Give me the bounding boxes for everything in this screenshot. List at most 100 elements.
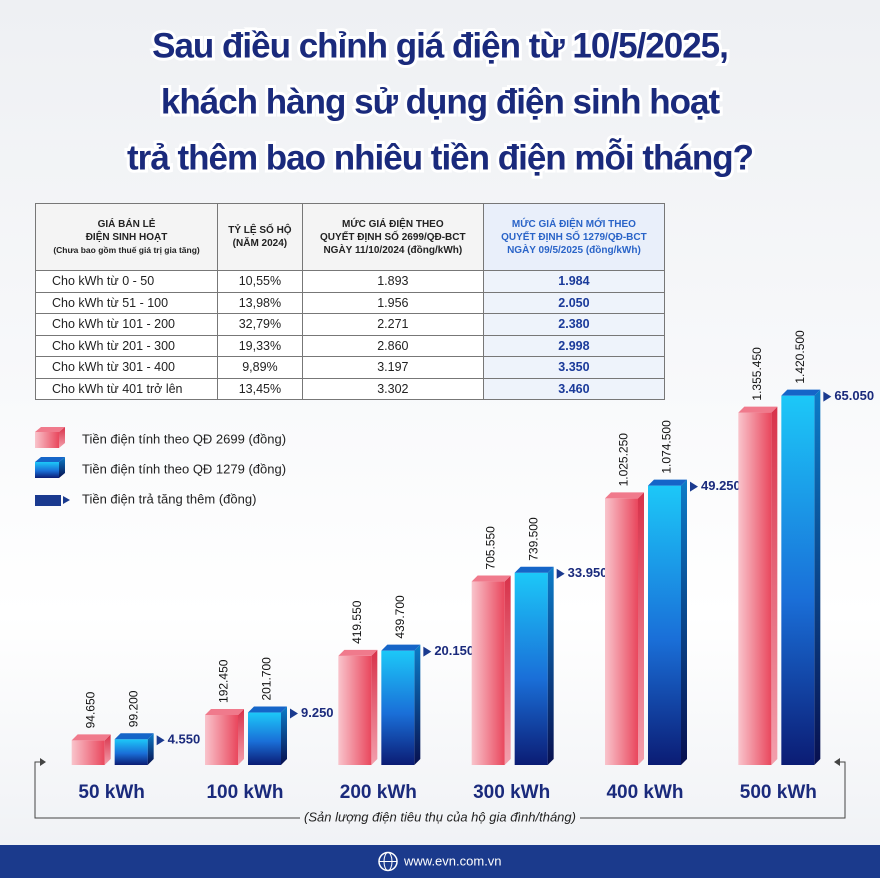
bar-top — [381, 644, 421, 651]
table-cell: 3.302 — [301, 377, 484, 400]
legend-label: Tiền điện tính theo QĐ 2699 (đồng) — [82, 431, 286, 446]
increase-label: 33.950 — [568, 565, 608, 580]
header-cell: MỨC GIÁ ĐIỆN THEO QUYẾT ĐỊNH SỐ 2699/QĐ-B… — [301, 203, 484, 271]
bar — [338, 655, 372, 765]
legend-swatch-top — [35, 427, 65, 432]
table-cell: 13,98% — [217, 291, 303, 314]
table-row: Cho kWh từ 401 trở lên 13,45% 3.302 3.460 — [34, 377, 666, 400]
increase-label: 9.250 — [301, 705, 334, 720]
bar-top — [648, 479, 687, 486]
value-label: 1.355.450 — [750, 347, 764, 401]
table-cell: Cho kWh từ 301 - 400 — [34, 356, 219, 379]
legend-swatch — [35, 495, 61, 506]
value-label: 1.025.250 — [617, 433, 631, 487]
value-label: 1.420.500 — [793, 330, 807, 384]
value-label: 1.074.500 — [660, 420, 674, 474]
bar-side — [638, 492, 644, 765]
bar-side — [371, 649, 378, 765]
bar-side — [104, 734, 111, 765]
header-line: NGÀY 11/10/2024 (đồng/kWh) — [323, 244, 463, 256]
value-label: 94.650 — [83, 691, 97, 728]
table-cell: 10,55% — [217, 270, 303, 293]
price-table: GIÁ BÁN LẺ ĐIỆN SINH HOẠT (Chưa bao gồm th… — [34, 203, 666, 400]
table-cell: 1.984 — [482, 270, 666, 293]
value-label: 99.200 — [126, 690, 140, 727]
table-cell: 2.998 — [482, 334, 666, 357]
table-cell: 13,45% — [217, 377, 303, 400]
increase-label: 20.150 — [434, 643, 474, 658]
bar-side — [281, 706, 287, 765]
x-tick-label: 300 kWh — [473, 782, 550, 803]
bar-top — [205, 708, 244, 715]
table-cell: 2.380 — [482, 313, 666, 336]
header-line: TỶ LỆ SỐ HỘ — [228, 225, 292, 236]
bar — [114, 739, 148, 765]
table-cell: Cho kWh từ 101 - 200 — [34, 313, 219, 336]
bar-top — [781, 389, 821, 396]
bar — [471, 581, 505, 765]
bar-side — [771, 406, 778, 765]
bar-side — [147, 733, 154, 765]
bar — [781, 395, 815, 765]
title-line: Sau điều chỉnh giá điện từ 10/5/2025, — [152, 26, 728, 65]
table-cell: 3.350 — [482, 356, 666, 379]
x-tick-label: 100 kWh — [206, 782, 283, 803]
header-line: ĐIỆN SINH HOẠT — [85, 231, 168, 243]
table-cell: 19,33% — [217, 334, 303, 357]
table-cell: Cho kWh từ 51 - 100 — [34, 291, 219, 314]
table-row: Cho kWh từ 101 - 200 32,79% 2.271 2.380 — [34, 313, 666, 336]
value-label: 705.550 — [483, 526, 497, 570]
table-cell: Cho kWh từ 401 trở lên — [34, 377, 219, 400]
increase-label: 49.250 — [701, 478, 741, 493]
legend-swatch — [35, 462, 59, 478]
x-tick-label: 200 kWh — [340, 782, 417, 803]
bar — [205, 714, 238, 765]
header-line: MỨC GIÁ ĐIỆN MỚI THEO — [511, 218, 636, 230]
bracket-arrow — [40, 758, 46, 766]
increase-arrow — [423, 646, 432, 657]
increase-arrow — [556, 568, 565, 579]
table-cell: Cho kWh từ 0 - 50 — [34, 270, 219, 293]
bar-top — [114, 733, 154, 740]
bar-side — [681, 479, 687, 765]
table-row: Cho kWh từ 51 - 100 13,98% 1.956 2.050 — [34, 291, 666, 314]
increase-arrow — [690, 481, 698, 492]
table-cell: 3.460 — [482, 377, 666, 400]
value-label: 201.700 — [260, 657, 274, 701]
header-row: GIÁ BÁN LẺ ĐIỆN SINH HOẠT (Chưa bao gồm th… — [34, 203, 666, 271]
increase-arrow — [290, 708, 298, 719]
table-cell: 32,79% — [217, 313, 303, 336]
bar — [738, 412, 772, 765]
title-line: trả thêm bao nhiêu tiền điện mỗi tháng? — [127, 137, 753, 177]
header-line: MỨC GIÁ ĐIỆN THEO — [342, 218, 444, 230]
header-line: (Chưa bao gồm thuế giá trị gia tăng) — [53, 244, 200, 255]
table-cell: 1.956 — [301, 291, 484, 314]
table-cell: Cho kWh từ 201 - 300 — [34, 334, 219, 357]
legend-label: Tiền điện trả tăng thêm (đồng) — [82, 491, 256, 506]
bracket — [34, 761, 846, 819]
x-tick-label: 400 kWh — [606, 782, 683, 803]
value-label: 419.550 — [350, 600, 364, 644]
value-label: 439.700 — [393, 595, 407, 639]
bar-top — [605, 492, 644, 499]
bar-side — [814, 389, 821, 765]
table-cell: 2.271 — [301, 313, 484, 336]
bar — [648, 485, 681, 765]
header-line: QUYẾT ĐỊNH SỐ 2699/QĐ-BCT — [320, 231, 466, 243]
table-cell: 1.893 — [301, 270, 484, 293]
table-cell: 2.050 — [482, 291, 666, 314]
table-cell: 2.860 — [301, 334, 484, 357]
header-line: GIÁ BÁN LẺ — [97, 218, 156, 230]
footer-url: www.evn.com.vn — [403, 853, 502, 868]
legend-swatch-side — [59, 457, 65, 478]
legend-swatch-arrow — [63, 496, 70, 504]
legend-swatch-top — [35, 457, 65, 462]
x-tick-label: 50 kWh — [78, 782, 145, 803]
bar — [248, 712, 281, 765]
increase-label: 65.050 — [834, 388, 874, 403]
increase-label: 4.550 — [168, 732, 201, 747]
table-row: Cho kWh từ 301 - 400 9,89% 3.197 3.350 — [34, 356, 666, 379]
bar — [514, 572, 548, 765]
